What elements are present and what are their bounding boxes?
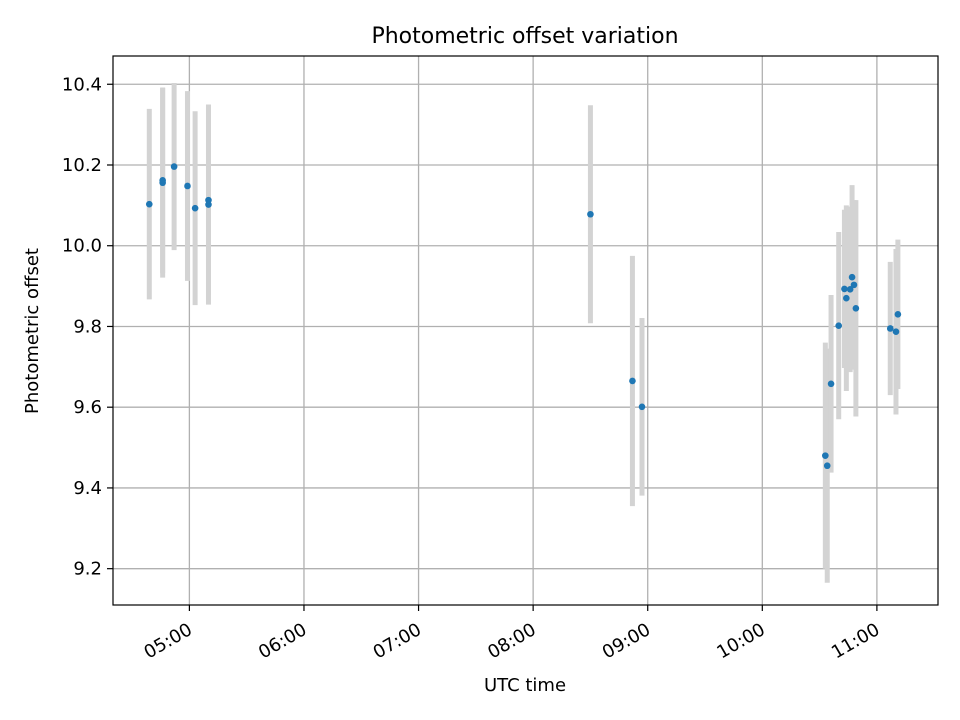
y-axis-label: Photometric offset (22, 248, 43, 414)
data-point (850, 281, 858, 289)
data-point (827, 380, 835, 388)
y-tick-label: 10.4 (62, 74, 102, 95)
plot-area-frame (112, 55, 939, 606)
data-point (170, 163, 178, 170)
data-point (852, 304, 860, 312)
data-point (629, 377, 636, 385)
data-points (145, 163, 902, 470)
data-point (159, 177, 166, 184)
data-point (822, 452, 829, 459)
data-point (145, 200, 153, 208)
data-point (205, 201, 212, 208)
data-point (892, 328, 900, 336)
y-tick-label: 9.4 (73, 478, 102, 499)
chart-title: Photometric offset variation (371, 24, 678, 49)
data-point (835, 322, 842, 329)
data-point (184, 182, 191, 190)
data-point (841, 285, 848, 293)
data-point (894, 311, 902, 318)
data-point (823, 462, 831, 470)
data-point (191, 204, 199, 212)
data-point (846, 286, 854, 293)
grid (113, 56, 938, 605)
data-point (638, 403, 646, 411)
y-axis-ticks: 9.2 9.4 9.6 9.8 10.0 10.2 10.4 (62, 74, 113, 580)
y-tick-label: 9.8 (73, 316, 102, 337)
y-tick-label: 10.0 (62, 236, 102, 257)
y-tick-label: 10.2 (62, 155, 102, 176)
y-tick-label: 9.2 (73, 559, 102, 580)
x-axis-label: UTC time (484, 675, 566, 696)
data-point (843, 294, 850, 302)
data-point (848, 273, 856, 281)
data-point (587, 210, 594, 218)
data-point (886, 325, 894, 332)
y-tick-label: 9.6 (73, 397, 102, 418)
